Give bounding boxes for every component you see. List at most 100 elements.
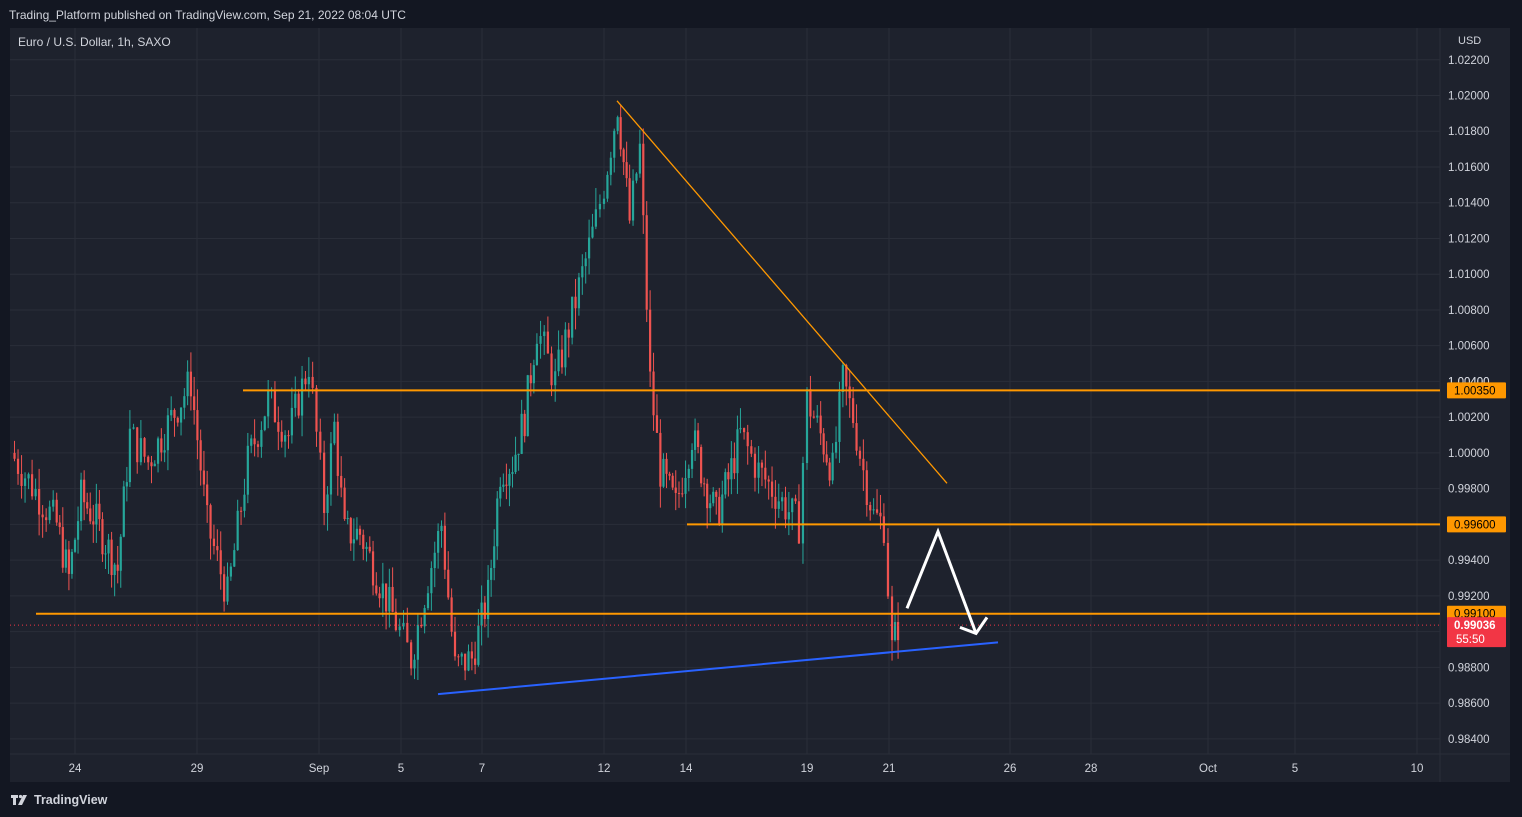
x-tick-label: 19 (801, 763, 814, 775)
candle-body (655, 415, 659, 433)
x-tick-label: 7 (479, 763, 485, 775)
candle-body (893, 622, 897, 641)
y-tick-label: 0.99400 (1448, 555, 1490, 567)
candle-body (727, 472, 730, 480)
candle-body (219, 550, 222, 575)
candle-body (300, 378, 304, 416)
candle-body (64, 549, 67, 568)
y-tick-label: 1.00800 (1448, 305, 1490, 317)
candle-body (426, 593, 430, 609)
candle-body (718, 496, 721, 524)
candle-body (368, 546, 371, 552)
candle-body (467, 651, 470, 671)
candle-body (764, 467, 767, 480)
candle-body (767, 479, 770, 482)
candle-body (173, 410, 176, 418)
candle-body (671, 475, 674, 488)
candle-body (760, 462, 764, 468)
x-tick-label: 10 (1411, 763, 1424, 775)
publish-header: Trading_Platform published on TradingVie… (0, 0, 1522, 28)
candle-body (508, 473, 511, 486)
candle-body (153, 463, 156, 467)
candle-body (709, 503, 712, 509)
y-tick-label: 1.01800 (1448, 126, 1490, 138)
candle-body (550, 353, 553, 386)
candle-body (750, 446, 753, 454)
candle-body (378, 593, 381, 599)
x-tick-label: 5 (398, 763, 404, 775)
x-tick-label: 21 (883, 763, 896, 775)
candle-body (355, 528, 359, 540)
candle-body (560, 349, 564, 368)
candle-body (273, 389, 277, 423)
candle-body (92, 521, 95, 525)
candle-body (48, 506, 51, 521)
y-tick-label: 0.99200 (1448, 591, 1490, 603)
candle-body (554, 371, 557, 386)
candle-body (831, 452, 834, 481)
candle-body (20, 473, 23, 486)
level-price-badge (1447, 382, 1506, 399)
candle-body (736, 429, 739, 474)
candle-body (34, 489, 37, 497)
x-tick-label: 29 (191, 763, 204, 775)
candle-body (371, 551, 375, 586)
candle-body (499, 486, 502, 499)
candle-body (539, 336, 542, 344)
candle-body (567, 329, 570, 338)
candle-body (809, 389, 812, 417)
ascending-support-line[interactable] (437, 641, 999, 696)
descending-trend-line[interactable] (616, 100, 948, 484)
x-tick-label: 26 (1004, 763, 1017, 775)
candle-body (493, 546, 496, 568)
price-chart[interactable]: 1.02200 1.02000 1.01800 1.01600 1.01400 1.012… (10, 28, 1510, 782)
candle-body (23, 478, 27, 486)
candle-body (581, 266, 584, 278)
y-tick-label: 0.98800 (1448, 662, 1490, 674)
candle-body (609, 157, 612, 175)
candle-body (256, 444, 260, 447)
candle-body (602, 198, 606, 204)
symbol-title: Euro / U.S. Dollar, 1h, SAXO (18, 35, 171, 49)
candle-body (674, 487, 677, 493)
candle-body (574, 296, 577, 309)
candle-body (628, 178, 631, 221)
candle-body (263, 416, 266, 430)
candle-body (416, 624, 419, 660)
candle-body (381, 583, 384, 599)
projection-arrow[interactable] (905, 527, 978, 634)
candle-body (297, 393, 300, 416)
candle-body (706, 483, 709, 509)
chart-panel[interactable]: 1.02200 1.02000 1.01800 1.01600 1.01400 1.012… (10, 28, 1510, 782)
candle-body (61, 527, 64, 568)
candle-body (490, 567, 493, 580)
projection-arrowhead (959, 616, 989, 636)
candle-body (253, 438, 256, 445)
candle-body (742, 428, 746, 433)
candle-body (160, 438, 163, 453)
candle-body (402, 622, 405, 627)
x-tick-label: 12 (598, 763, 611, 775)
candle-body (532, 365, 535, 384)
candle-body (212, 538, 216, 547)
candle-body (284, 435, 287, 442)
candle-body (38, 489, 41, 515)
candle-body (598, 203, 602, 210)
candle-body (147, 456, 150, 463)
candle-body (394, 611, 397, 631)
candle-body (739, 428, 742, 430)
candle-body (55, 499, 58, 523)
candle-body (193, 396, 196, 411)
candle-body (287, 435, 290, 437)
candle-body (649, 309, 652, 372)
candle-body (319, 431, 322, 453)
candle-body (487, 579, 490, 620)
candle-body (443, 525, 446, 570)
candle-body (517, 453, 520, 455)
candle-body (122, 486, 125, 537)
candle-body (753, 453, 757, 478)
candle-body (304, 378, 307, 385)
candle-body (226, 576, 229, 602)
candle-body (423, 608, 426, 627)
candle-body (433, 552, 436, 569)
